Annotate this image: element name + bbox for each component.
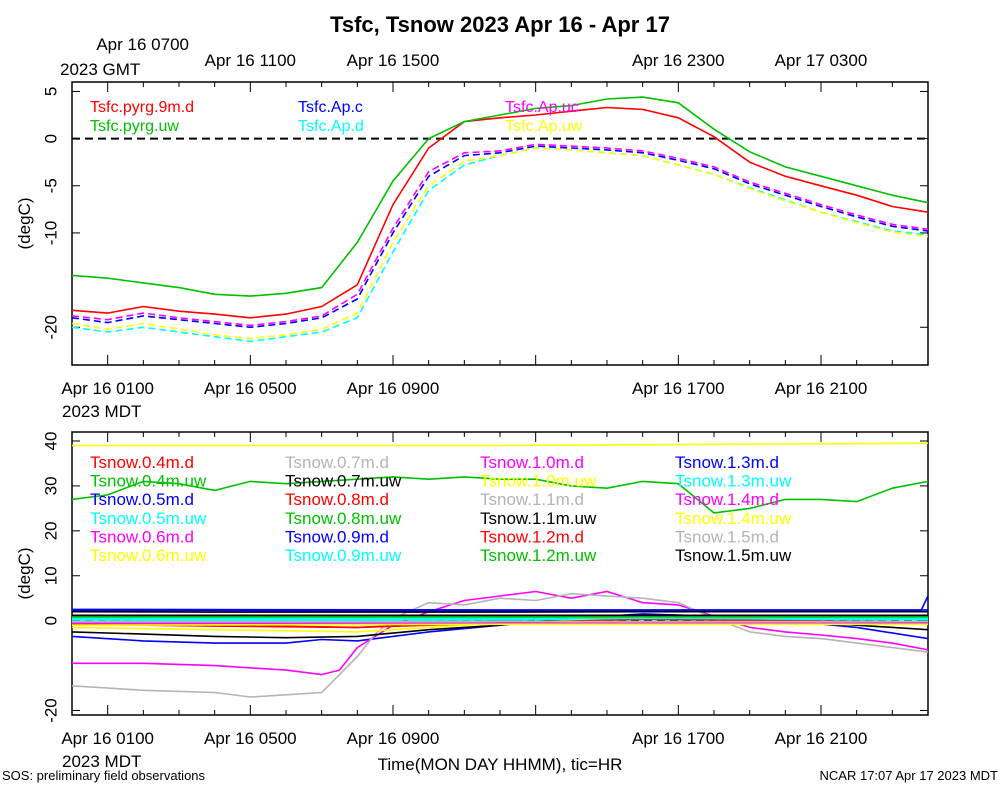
gmt-zone-label: 2023 GMT (60, 60, 140, 79)
series-line-Tsfc-Ap-uc (71, 143, 929, 327)
series-line-Tsfc-Ap-d (71, 147, 929, 343)
series-line-Tsnow-0-6m-d (72, 590, 929, 676)
bottom-y-tick-label: 20 (41, 521, 60, 540)
top-x-tick-label: Apr 16 1700 (632, 379, 725, 398)
bottom-x-zone-label: 2023 MDT (62, 752, 141, 771)
top-x-zone-label: 2023 MDT (62, 402, 141, 421)
top-plot-frame (71, 81, 929, 366)
gmt-x-tick-label: Apr 17 0300 (775, 51, 868, 70)
legend-entry-Tsfc-Ap-uc: Tsfc.Ap.uc (505, 99, 579, 116)
legend-entry-Tsnow-1-5m-uw: Tsnow.1.5m.uw (675, 546, 792, 565)
legend-entry-Tsfc-Ap-d: Tsfc.Ap.d (298, 118, 364, 135)
series-line-Tsfc-pyrg-9m-d (71, 106, 929, 319)
legend-entry-Tsnow-1-2m-d: Tsnow.1.2m.d (480, 527, 584, 546)
top-y-tick-label: 0 (41, 134, 60, 143)
legend-entry-Tsfc-Ap-c: Tsfc.Ap.c (298, 99, 363, 116)
top-y-tick-label: -20 (41, 315, 60, 340)
chart-title: Tsfc, Tsnow 2023 Apr 16 - Apr 17 (330, 12, 670, 37)
legend-entry-Tsnow-0-5m-uw: Tsnow.0.5m.uw (90, 509, 207, 528)
bottom-y-tick-label: 30 (41, 476, 60, 495)
gmt-x-tick-label: Apr 16 0700 (96, 35, 189, 54)
series-line-Tsfc-Ap-uw (71, 147, 929, 340)
legend-entry-Tsnow-0-5m-d: Tsnow.0.5m.d (90, 490, 194, 509)
legend-entry-Tsnow-1-1m-uw: Tsnow.1.1m.uw (480, 509, 597, 528)
series-line-Tsnow-0-4m-uw (71, 476, 929, 514)
legend-entry-Tsnow-1-4m-d: Tsnow.1.4m.d (675, 490, 779, 509)
legend-entry-Tsfc-pyrg-9m-d: Tsfc.pyrg.9m.d (90, 99, 194, 116)
legend-entry-Tsnow-1-0m-d: Tsnow.1.0m.d (480, 453, 584, 472)
legend-entry-Tsnow-0-7m-d: Tsnow.0.7m.d (285, 453, 389, 472)
series-line-Tsfc-Ap-c (71, 145, 929, 329)
legend-entry-Tsnow-1-1m-d: Tsnow.1.1m.d (480, 490, 584, 509)
top-x-tick-label: Apr 16 0900 (347, 379, 440, 398)
gmt-x-tick-label: Apr 16 2300 (632, 51, 725, 70)
top-x-tick-label: Apr 16 0100 (61, 379, 154, 398)
legend-entry-Tsnow-0-4m-d: Tsnow.0.4m.d (90, 453, 194, 472)
footer-note: SOS: preliminary field observations (2, 768, 206, 783)
legend-entry-Tsnow-1-3m-uw: Tsnow.1.3m.uw (675, 472, 792, 491)
legend-entry-Tsfc-pyrg-uw: Tsfc.pyrg.uw (90, 118, 179, 135)
bottom-y-axis-label: (degC) (15, 548, 34, 600)
top-y-tick-label: -5 (41, 178, 60, 193)
series-line-Tsnow-0-6m-uw (72, 442, 929, 447)
series-line-Tsfc-pyrg-uw (71, 96, 929, 297)
series-line-Tsnow-1-3m-d (71, 608, 928, 611)
top-y-tick-label: 5 (41, 87, 60, 96)
series-line-Tsnow-0-9m-d (71, 595, 929, 612)
bottom-y-tick-label: 40 (41, 432, 60, 451)
bottom-x-tick-label: Apr 16 0900 (347, 729, 440, 748)
bottom-x-tick-label: Apr 16 0100 (61, 729, 154, 748)
legend-entry-Tsnow-0-7m-uw: Tsnow.0.7m.uw (285, 472, 402, 491)
legend-entry-Tsnow-0-9m-uw: Tsnow.0.9m.uw (285, 546, 402, 565)
top-y-tick-label: -10 (41, 221, 60, 246)
legend-entry-Tsfc-Ap-uw: Tsfc.Ap.uw (505, 118, 583, 135)
gmt-x-tick-label: Apr 16 1100 (205, 51, 296, 70)
bottom-x-tick-label: Apr 16 2100 (775, 729, 868, 748)
footer-timestamp: NCAR 17:07 Apr 17 2023 MDT (819, 768, 998, 783)
bottom-x-tick-label: Apr 16 1700 (632, 729, 725, 748)
top-y-axis-label: (degC) (15, 198, 34, 250)
bottom-y-tick-label: -20 (41, 698, 60, 723)
legend-entry-Tsnow-0-9m-d: Tsnow.0.9m.d (285, 527, 389, 546)
legend-entry-Tsnow-1-4m-uw: Tsnow.1.4m.uw (675, 509, 792, 528)
legend-entry-Tsnow-0-8m-d: Tsnow.0.8m.d (285, 490, 389, 509)
legend-entry-Tsnow-1-5m-d: Tsnow.1.5m.d (675, 527, 779, 546)
top-x-tick-label: Apr 16 2100 (775, 379, 868, 398)
gmt-x-tick-label: Apr 16 1500 (347, 51, 440, 70)
bottom-x-tick-label: Apr 16 0500 (204, 729, 297, 748)
legend-entry-Tsnow-1-0m-uw: Tsnow.1.0m.uw (480, 472, 597, 491)
legend-entry-Tsnow-0-4m-uw: Tsnow.0.4m.uw (90, 472, 207, 491)
series-line-Tsnow-0-7m-d (71, 592, 929, 698)
legend-entry-Tsnow-1-3m-d: Tsnow.1.3m.d (675, 453, 779, 472)
legend-entry-Tsnow-0-8m-uw: Tsnow.0.8m.uw (285, 509, 402, 528)
legend-entry-Tsnow-0-6m-d: Tsnow.0.6m.d (90, 527, 194, 546)
x-axis-title: Time(MON DAY HHMM), tic=HR (378, 755, 623, 774)
bottom-y-tick-label: 10 (41, 566, 60, 585)
series-line-Tsnow-1-4m-uw (71, 623, 928, 627)
bottom-y-tick-label: 0 (41, 616, 60, 625)
legend-entry-Tsnow-1-2m-uw: Tsnow.1.2m.uw (480, 546, 597, 565)
legend-entry-Tsnow-0-6m-uw: Tsnow.0.6m.uw (90, 546, 207, 565)
top-x-tick-label: Apr 16 0500 (204, 379, 297, 398)
